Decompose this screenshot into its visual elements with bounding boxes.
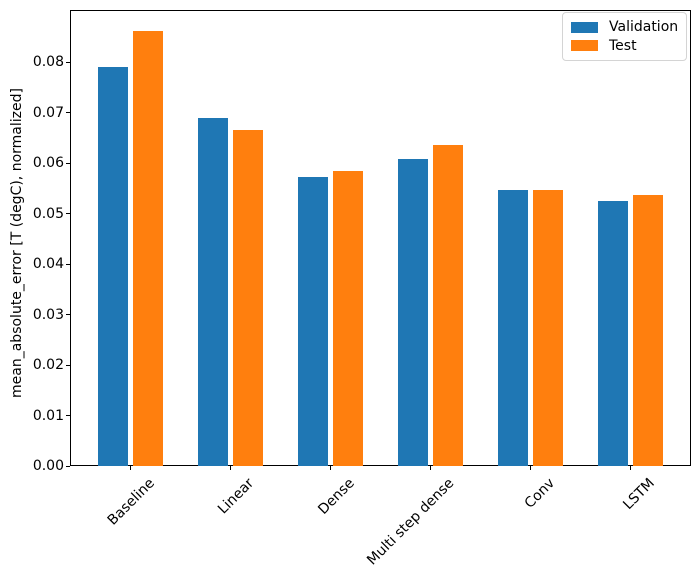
y-tick-mark	[66, 415, 70, 416]
y-tick-label: 0.00	[32, 458, 64, 474]
bar-test-baseline	[133, 30, 163, 466]
legend: Validation Test	[562, 12, 687, 61]
y-tick-label: 0.06	[32, 155, 64, 171]
y-tick-label: 0.02	[32, 357, 64, 373]
x-tick-label: Baseline	[104, 475, 158, 529]
x-tick-label: LSTM	[619, 475, 658, 514]
y-tick-mark	[66, 112, 70, 113]
x-tick-label: Multi step dense	[364, 475, 458, 569]
x-tick-mark	[330, 466, 331, 470]
bar-validation-multi-step-dense	[398, 158, 428, 466]
x-tick-label: Dense	[315, 475, 358, 518]
legend-label-test: Test	[609, 37, 637, 54]
x-tick-mark	[630, 466, 631, 470]
y-tick-label: 0.08	[32, 54, 64, 70]
y-tick-mark	[66, 314, 70, 315]
y-axis-label: mean_absolute_error [T (degC), normalize…	[9, 88, 25, 398]
y-tick-mark	[66, 213, 70, 214]
y-tick-mark	[66, 465, 70, 467]
x-tick-label: Linear	[215, 475, 258, 518]
bar-validation-lstm	[598, 200, 628, 466]
bar-validation-conv	[498, 189, 528, 466]
validation-color-swatch	[571, 21, 598, 33]
y-tick-label: 0.03	[32, 306, 64, 323]
y-tick-label: 0.05	[32, 205, 64, 222]
x-tick-mark	[230, 466, 231, 470]
legend-label-validation: Validation	[609, 19, 679, 36]
bar-test-dense	[333, 170, 363, 466]
test-color-swatch	[571, 40, 598, 52]
y-tick-mark	[66, 162, 70, 164]
bar-validation-baseline	[98, 66, 128, 466]
legend-entry-validation: Validation	[571, 19, 678, 35]
bar-test-multi-step-dense	[433, 144, 463, 466]
y-tick-label: 0.07	[32, 104, 64, 121]
bar-validation-linear	[198, 117, 228, 466]
x-tick-mark	[430, 466, 431, 470]
x-tick-mark	[130, 466, 131, 470]
x-tick-label: Conv	[521, 475, 558, 512]
y-tick-mark	[66, 364, 70, 366]
bar-test-conv	[533, 190, 563, 466]
bar-test-lstm	[633, 194, 663, 466]
legend-entry-test: Test	[571, 38, 678, 54]
x-tick-mark	[530, 466, 531, 470]
y-tick-label: 0.01	[32, 407, 64, 424]
y-tick-mark	[66, 263, 70, 265]
y-tick-mark	[66, 61, 70, 63]
bar-validation-dense	[298, 176, 328, 466]
bar-test-linear	[233, 129, 263, 466]
plot-area	[70, 10, 691, 466]
y-tick-label: 0.04	[32, 256, 64, 272]
